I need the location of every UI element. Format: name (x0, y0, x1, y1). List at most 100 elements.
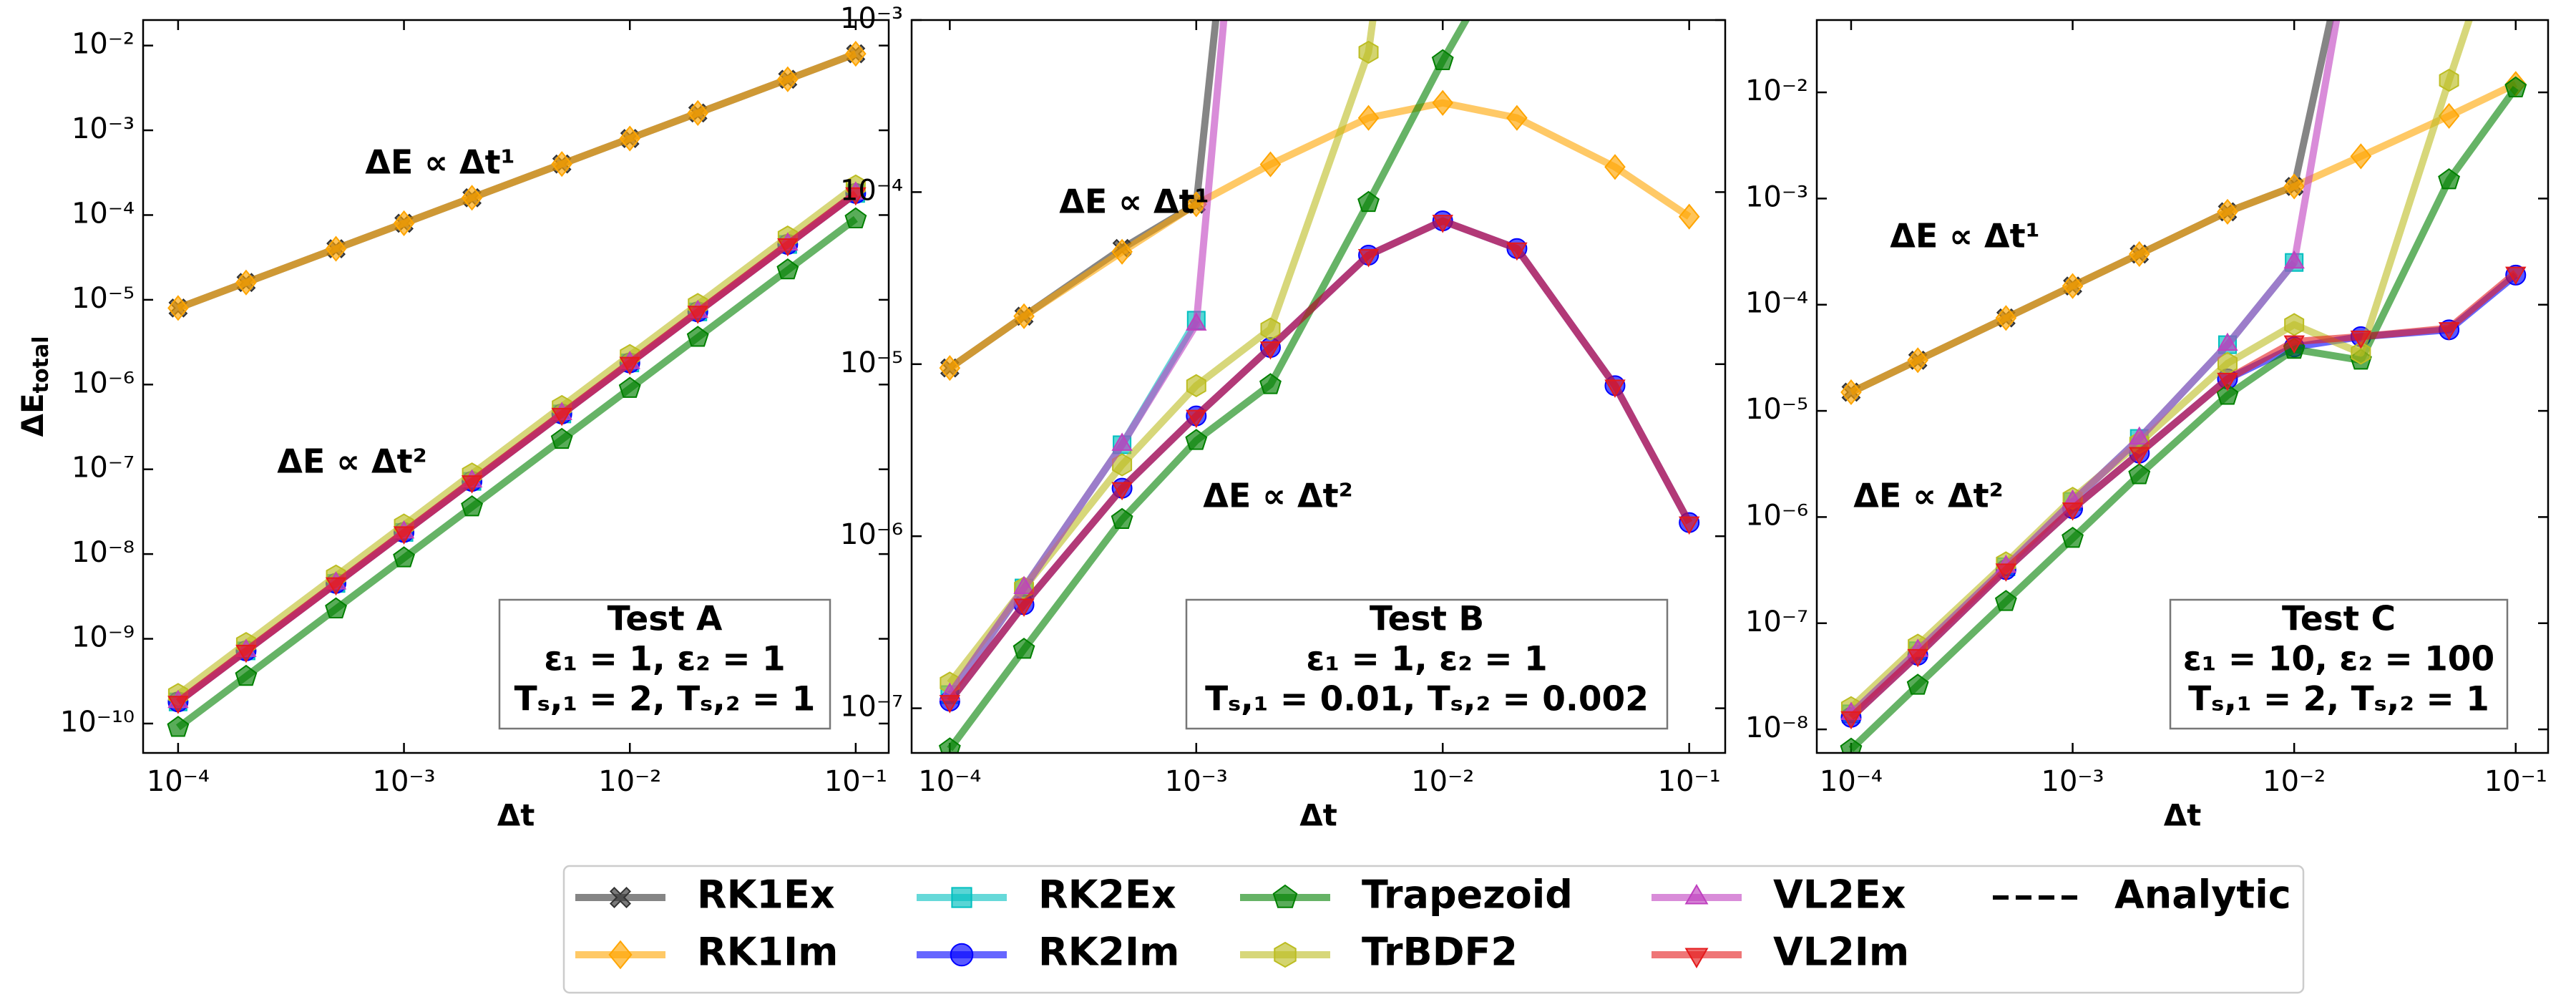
marker (1432, 89, 1454, 116)
y-tick-label: 10⁻⁴ (1745, 287, 1808, 320)
marker (1684, 883, 1709, 905)
marker (2350, 330, 2372, 349)
marker (687, 99, 709, 126)
legend-label: Analytic (2114, 872, 2291, 918)
marker (2129, 447, 2150, 466)
x-tick-label: 10⁻⁴ (918, 765, 981, 798)
marker (950, 943, 974, 967)
marker (777, 66, 799, 92)
marker (618, 376, 641, 398)
marker (1678, 516, 1700, 535)
legend-label: VL2Im (1773, 930, 1909, 975)
marker (845, 187, 867, 206)
marker (1995, 563, 2017, 582)
legend-label: Trapezoid (1362, 872, 1573, 918)
y-axis-label: ΔEtotal (15, 336, 54, 437)
marker (1111, 482, 1133, 501)
axes-frame (1815, 19, 2550, 754)
annotation: ΔE ∝ Δt² (1203, 477, 1353, 515)
marker (844, 207, 867, 229)
marker (1907, 648, 1928, 668)
marker (1186, 191, 1207, 218)
marker (609, 886, 632, 909)
marker (1013, 598, 1035, 617)
marker (167, 716, 190, 737)
x-tick-label: 10⁻³ (373, 765, 436, 798)
marker (1506, 104, 1528, 131)
text-box (1185, 598, 1669, 730)
series-line (947, 217, 1693, 704)
marker (167, 295, 189, 321)
marker (1272, 884, 1298, 908)
marker (1840, 737, 1863, 753)
y-tick-label: 10⁻⁹ (72, 621, 135, 654)
marker (608, 940, 633, 970)
series-line (947, 20, 1470, 752)
series-line (1848, 270, 2518, 720)
text-box (498, 598, 831, 730)
x-tick-label: 10⁻³ (2041, 765, 2104, 798)
y-tick-label: 10⁻⁸ (72, 536, 135, 569)
marker (686, 326, 709, 347)
legend-label: VL2Ex (1773, 872, 1906, 918)
marker (461, 495, 484, 517)
marker (1259, 341, 1282, 360)
annotation: ΔE ∝ Δt¹ (1890, 217, 2040, 256)
y-tick-label: 10⁻⁵ (72, 282, 135, 315)
marker (461, 475, 483, 494)
marker (938, 737, 961, 753)
plot-area (167, 41, 867, 737)
text-box-line: ε₁ = 10, ε₂ = 100 (2183, 640, 2494, 679)
marker (845, 41, 867, 67)
marker (1185, 429, 1208, 450)
marker (2128, 463, 2151, 485)
marker (1186, 312, 1207, 331)
y-tick-label: 10⁻⁷ (840, 691, 903, 724)
marker (551, 151, 572, 177)
marker (951, 887, 972, 908)
y-tick-label: 10⁻³ (1745, 180, 1808, 213)
legend-label: RK1Ex (697, 872, 835, 918)
marker (393, 210, 415, 237)
annotation: ΔE ∝ Δt¹ (1059, 183, 1209, 221)
y-tick-label: 10⁻⁶ (1745, 499, 1808, 532)
y-tick-label: 10⁻⁷ (72, 452, 135, 485)
series-line (1849, 80, 2517, 396)
annotation: ΔE ∝ Δt¹ (365, 143, 515, 182)
y-tick-label: 10⁻³ (72, 112, 135, 145)
text-box-line: Tₛ,₁ = 0.01, Tₛ,₂ = 0.002 (1205, 680, 1649, 719)
y-axis-label-sub: total (29, 336, 54, 393)
plot-area (938, 20, 1700, 753)
axes-frame (910, 19, 1727, 754)
marker (1111, 238, 1133, 265)
x-axis-label: Δt (2164, 798, 2202, 833)
marker (2216, 384, 2239, 405)
x-tick-label: 10⁻² (2263, 765, 2326, 798)
marker (1259, 151, 1282, 177)
marker (325, 235, 347, 262)
series-line (175, 183, 858, 698)
marker (2128, 240, 2150, 268)
marker (2129, 426, 2150, 445)
marker (687, 306, 708, 324)
marker (551, 407, 572, 427)
text-box-line: ε₁ = 1, ε₂ = 1 (1306, 640, 1547, 679)
marker (1186, 409, 1207, 429)
marker (1274, 941, 1297, 968)
marker (1678, 203, 1700, 230)
series-line (947, 99, 1692, 371)
series-line (175, 190, 858, 705)
annotation: ΔE ∝ Δt² (277, 442, 427, 481)
marker (461, 185, 483, 211)
y-tick-label: 10⁻⁸ (1745, 711, 1808, 744)
marker (2504, 76, 2527, 98)
text-box-line: Test B (1370, 600, 1484, 639)
legend-label: TrBDF2 (1362, 930, 1518, 975)
marker (1432, 215, 1453, 233)
marker (1994, 590, 2017, 611)
marker (777, 238, 799, 257)
marker (2351, 341, 2371, 365)
annotation: ΔE ∝ Δt² (1853, 477, 2004, 515)
marker (2062, 526, 2084, 548)
